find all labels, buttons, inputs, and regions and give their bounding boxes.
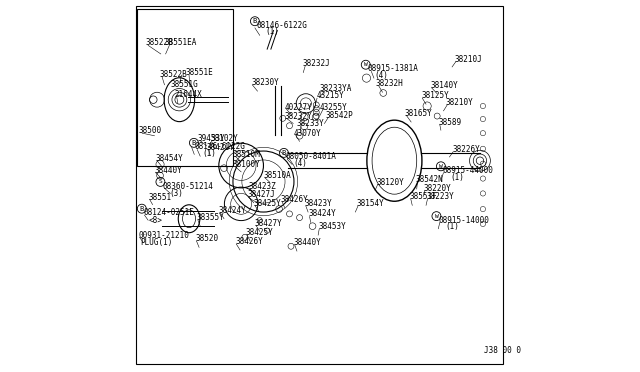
Text: W: W: [435, 214, 438, 219]
Text: 08124-0251E: 08124-0251E: [143, 208, 194, 217]
Text: B: B: [253, 18, 257, 24]
Text: (3): (3): [170, 189, 183, 198]
Text: 38232J: 38232J: [302, 60, 330, 68]
Text: 38223Y: 38223Y: [426, 192, 454, 201]
Text: 38424Y: 38424Y: [219, 206, 246, 215]
Text: 38232H: 38232H: [375, 79, 403, 88]
Text: 38520: 38520: [195, 234, 218, 243]
Text: 38100Y: 38100Y: [232, 160, 260, 169]
Bar: [137, 9, 232, 166]
Text: 38425Y: 38425Y: [246, 228, 273, 237]
Text: 38226Y: 38226Y: [452, 145, 480, 154]
Text: 38355Y: 38355Y: [196, 213, 224, 222]
Text: (1): (1): [203, 149, 217, 158]
Text: (1): (1): [450, 173, 464, 182]
Text: (4): (4): [374, 71, 388, 80]
Text: PLUG(1): PLUG(1): [141, 238, 173, 247]
Text: 08360-51214: 08360-51214: [163, 182, 214, 190]
Text: 38233Y: 38233Y: [297, 119, 324, 128]
Text: 08915-1381A: 08915-1381A: [367, 64, 419, 73]
Text: 38426Y: 38426Y: [235, 237, 263, 246]
Text: 38426Y: 38426Y: [281, 195, 308, 203]
Text: 08146-6122G: 08146-6122G: [257, 21, 308, 30]
Text: 38210J: 38210J: [454, 55, 483, 64]
Text: 38542P: 38542P: [326, 111, 353, 120]
Text: 08915-44000: 08915-44000: [443, 166, 493, 175]
Text: (1): (1): [445, 222, 460, 231]
Text: 38165Y: 38165Y: [405, 109, 433, 118]
Text: <8>: <8>: [149, 216, 163, 225]
Text: 38454Y: 38454Y: [156, 154, 183, 163]
Text: B: B: [140, 206, 144, 212]
Text: 40227Y: 40227Y: [285, 103, 312, 112]
Text: 38230Y: 38230Y: [251, 78, 279, 87]
Text: 21644X: 21644X: [174, 90, 202, 99]
Text: 38154Y: 38154Y: [356, 199, 384, 208]
Text: 38233YA: 38233YA: [320, 84, 353, 93]
Text: 43255Y: 43255Y: [320, 103, 348, 112]
Text: 38551EA: 38551EA: [164, 38, 197, 47]
Text: 38424Y: 38424Y: [308, 209, 336, 218]
Text: 38510M: 38510M: [232, 150, 260, 158]
Text: B: B: [192, 140, 196, 146]
Text: 43070Y: 43070Y: [294, 129, 322, 138]
Text: (1): (1): [265, 27, 279, 36]
Text: 38542N: 38542N: [416, 175, 444, 184]
Text: 38427Y: 38427Y: [255, 219, 283, 228]
Text: 38140Y: 38140Y: [431, 81, 459, 90]
Text: 38427J: 38427J: [248, 190, 275, 199]
Text: 38440Y: 38440Y: [293, 238, 321, 247]
Text: 43215Y: 43215Y: [316, 92, 344, 100]
Text: 08050-8401A: 08050-8401A: [286, 153, 337, 161]
Text: 38102Y: 38102Y: [211, 134, 238, 143]
Text: 38220Y: 38220Y: [424, 184, 451, 193]
Text: W: W: [439, 164, 443, 169]
Text: 38120Y: 38120Y: [376, 178, 404, 187]
Text: 38500: 38500: [139, 126, 162, 135]
Text: 38210Y: 38210Y: [445, 98, 474, 107]
Text: 38425Y: 38425Y: [253, 199, 281, 208]
Text: 08915-14000: 08915-14000: [438, 216, 489, 225]
Text: 38510A: 38510A: [264, 171, 291, 180]
Text: 00931-21210: 00931-21210: [138, 231, 189, 240]
Text: 38551: 38551: [149, 193, 172, 202]
Text: 38522B: 38522B: [159, 70, 187, 79]
Text: 38453Y: 38453Y: [318, 222, 346, 231]
Text: 08146-6122G: 08146-6122G: [195, 142, 245, 151]
Text: 38232Y: 38232Y: [285, 112, 312, 121]
Text: 38423Z: 38423Z: [248, 182, 276, 191]
Text: (4): (4): [293, 159, 307, 168]
Text: 38421Y: 38421Y: [207, 143, 234, 152]
Text: W: W: [364, 62, 367, 67]
Text: 38551F: 38551F: [410, 192, 437, 201]
Text: 38589: 38589: [438, 118, 461, 126]
Text: S: S: [159, 179, 163, 185]
Text: 38522B: 38522B: [145, 38, 173, 47]
Text: J38 00 0: J38 00 0: [484, 346, 521, 355]
Text: B: B: [282, 150, 286, 156]
Text: 38423Y: 38423Y: [305, 199, 332, 208]
Text: 39453Y: 39453Y: [198, 134, 226, 143]
Text: 38551G: 38551G: [170, 80, 198, 89]
Text: 38440Y: 38440Y: [154, 166, 182, 175]
Text: 38551E: 38551E: [186, 68, 213, 77]
Text: 38125Y: 38125Y: [421, 92, 449, 100]
